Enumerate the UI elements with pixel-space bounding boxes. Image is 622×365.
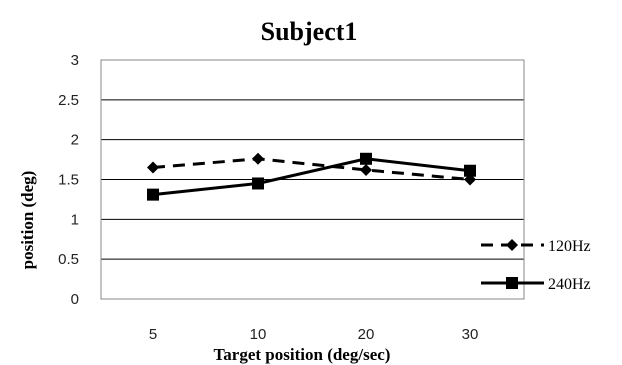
x-tick-label: 10 bbox=[250, 326, 267, 343]
data-point bbox=[147, 188, 159, 201]
x-tick-label: 30 bbox=[462, 326, 479, 343]
x-axis-label: Target position (deg/sec) bbox=[214, 345, 391, 364]
series-group bbox=[147, 152, 476, 201]
data-point bbox=[464, 164, 476, 177]
x-tick-label: 5 bbox=[149, 326, 157, 343]
y-tick-label: 0.5 bbox=[58, 251, 79, 268]
y-tick-labels: 0 0.5 1 1.5 2 2.5 3 bbox=[58, 52, 79, 308]
legend-label: 240Hz bbox=[548, 276, 591, 293]
legend-label: 120Hz bbox=[548, 238, 591, 255]
x-tick-labels: 5 10 20 30 bbox=[149, 326, 479, 343]
plot-frame bbox=[100, 59, 525, 300]
series-240Hz bbox=[147, 152, 476, 201]
legend-marker bbox=[506, 239, 518, 251]
y-tick-label: 3 bbox=[71, 52, 79, 69]
y-tick-label: 2 bbox=[71, 132, 79, 149]
y-axis-label: position (deg) bbox=[18, 171, 37, 270]
data-point bbox=[360, 163, 372, 176]
data-point bbox=[252, 152, 264, 165]
y-tick-label: 2.5 bbox=[58, 92, 79, 109]
series-120Hz bbox=[147, 152, 476, 186]
legend-item: 240Hz bbox=[481, 276, 591, 293]
y-tick-label: 1.5 bbox=[58, 172, 79, 189]
y-tick-label: 0 bbox=[71, 291, 79, 308]
data-point bbox=[360, 152, 372, 165]
series-line bbox=[152, 157, 471, 197]
y-tick-label: 1 bbox=[71, 211, 79, 228]
chart-title: Subject1 bbox=[261, 17, 358, 46]
data-point bbox=[252, 177, 264, 190]
legend-marker bbox=[506, 277, 518, 289]
legend: 120Hz 240Hz bbox=[481, 238, 591, 293]
x-tick-label: 20 bbox=[358, 326, 375, 343]
series-line bbox=[152, 157, 471, 181]
data-point bbox=[147, 161, 159, 174]
legend-item: 120Hz bbox=[481, 238, 591, 255]
